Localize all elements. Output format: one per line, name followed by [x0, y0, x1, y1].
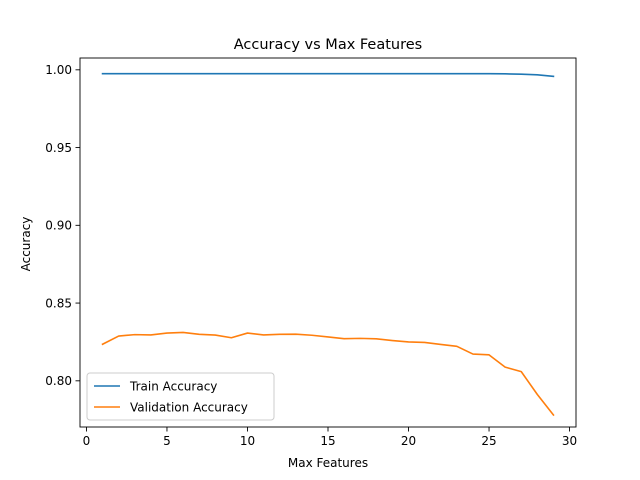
y-axis-label: Accuracy — [19, 217, 33, 272]
x-tick-label: 30 — [562, 434, 577, 448]
y-tick-label: 0.85 — [45, 296, 72, 310]
x-tick-label: 15 — [320, 434, 335, 448]
series-line-0 — [101, 72, 555, 78]
x-tick-label: 20 — [401, 434, 416, 448]
plot-area: 0 5 10 15 20 25 30 0.80 0.85 0.90 0.95 1.00 — [45, 57, 577, 448]
legend-label-1: Validation Accuracy — [130, 400, 248, 414]
x-axis-label: Max Features — [288, 456, 368, 470]
y-tick-label: 0.90 — [45, 219, 72, 233]
x-tick-label: 0 — [83, 434, 91, 448]
y-tick-label: 1.00 — [45, 63, 72, 77]
y-tick-label: 0.80 — [45, 374, 72, 388]
legend: Train Accuracy Validation Accuracy — [86, 372, 275, 421]
legend-box — [86, 372, 275, 421]
x-tick-label: 25 — [481, 434, 496, 448]
x-tick-label: 10 — [240, 434, 255, 448]
y-tick-label: 0.95 — [45, 141, 72, 155]
x-tick-label: 5 — [163, 434, 171, 448]
legend-label-0: Train Accuracy — [129, 379, 217, 393]
chart-title: Accuracy vs Max Features — [234, 37, 423, 53]
series-line-1 — [101, 331, 555, 417]
